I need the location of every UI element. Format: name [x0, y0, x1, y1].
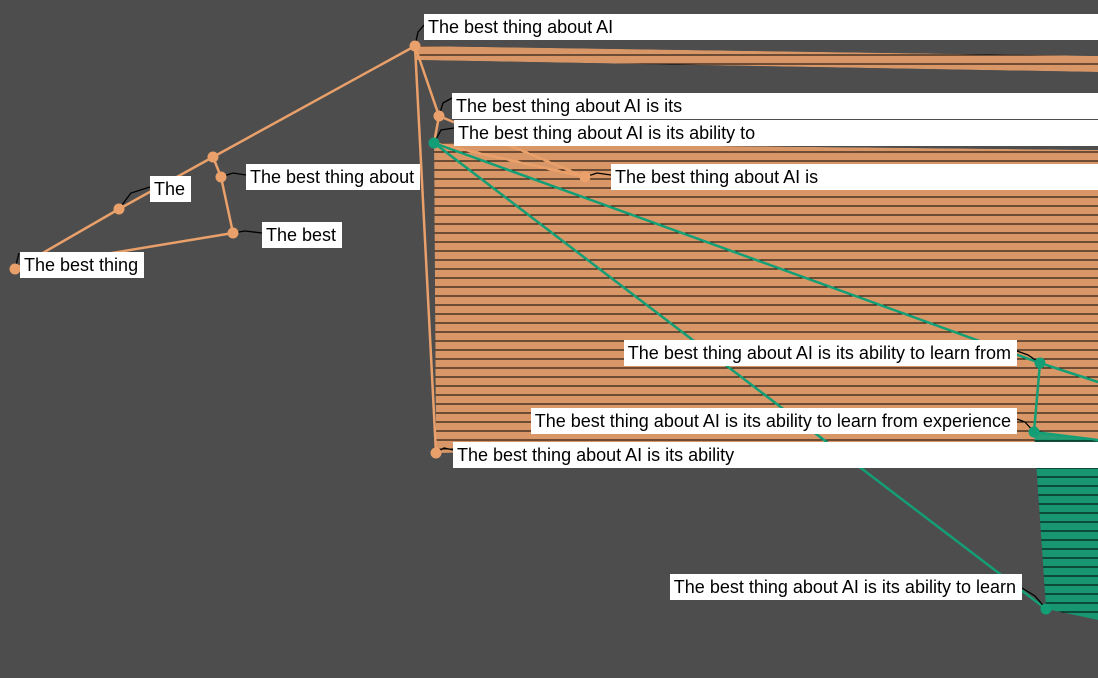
node-marker: [431, 448, 441, 458]
node-label: The best thing about: [246, 164, 420, 190]
node-marker: [410, 41, 420, 51]
node-marker: [1029, 427, 1039, 437]
node-label: The best thing: [20, 252, 144, 278]
node-marker: [429, 138, 439, 148]
node-label: The best: [262, 222, 342, 248]
node-marker: [208, 152, 218, 162]
node-label: The best thing about AI is its ability t…: [624, 340, 1017, 366]
node-marker: [228, 228, 238, 238]
node-label: The: [150, 176, 191, 202]
node-marker: [114, 204, 124, 214]
node-marker: [10, 264, 20, 274]
node-marker: [1041, 604, 1051, 614]
node-marker: [580, 172, 590, 182]
node-marker: [1035, 358, 1045, 368]
node-label: The best thing about AI is: [611, 164, 1098, 190]
node-label: The best thing about AI: [424, 14, 1098, 40]
node-label: The best thing about AI is its: [452, 93, 1098, 119]
hatched-region: [410, 46, 1098, 72]
node-marker: [434, 111, 444, 121]
node-label: The best thing about AI is its ability: [453, 442, 1098, 468]
node-marker: [216, 172, 226, 182]
node-label: The best thing about AI is its ability t…: [670, 574, 1022, 600]
node-label: The best thing about AI is its ability t…: [454, 120, 1098, 146]
node-label: The best thing about AI is its ability t…: [531, 408, 1017, 434]
